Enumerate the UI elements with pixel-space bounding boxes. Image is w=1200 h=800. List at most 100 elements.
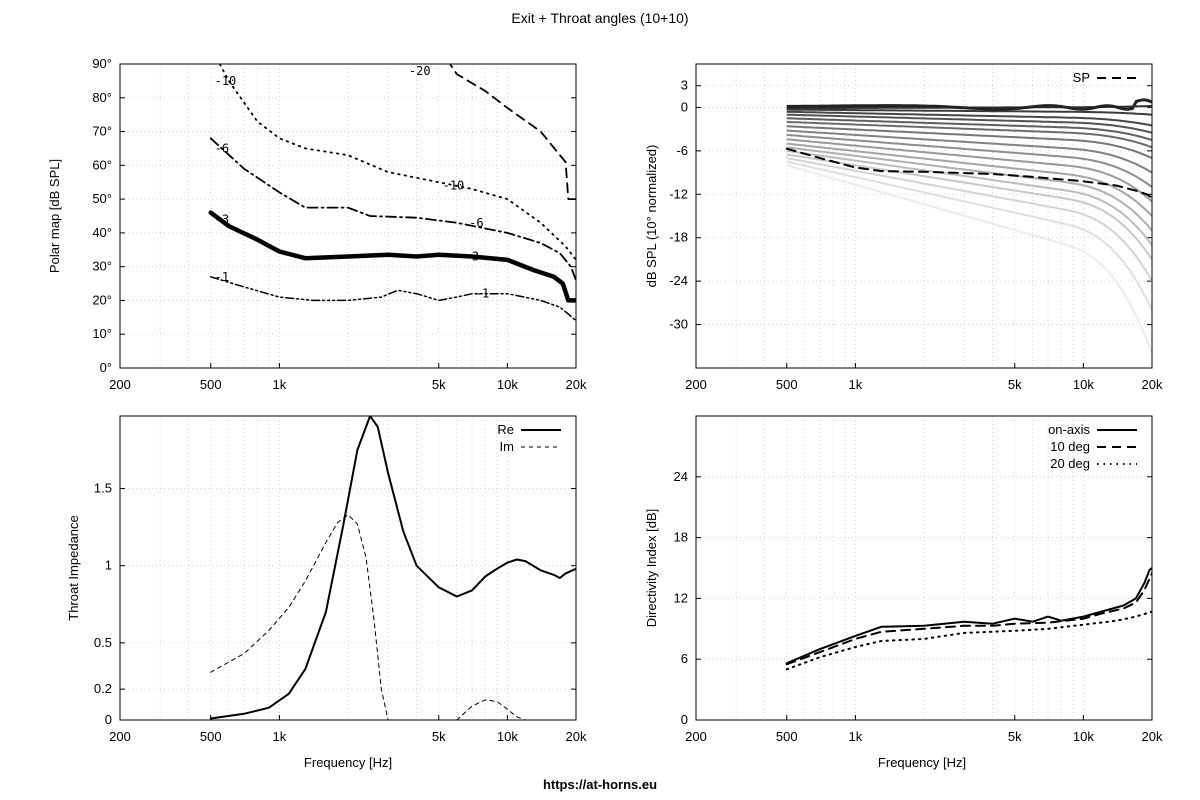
di-xtick-label: 500	[776, 729, 798, 744]
spl-xtick-label: 1k	[848, 377, 862, 392]
polar-frame	[119, 63, 577, 369]
impedance-ytick-label: 1	[105, 558, 112, 573]
impedance-legend-label: Re	[497, 422, 514, 437]
spl-series-0	[785, 147, 1152, 199]
spl-polar-curve	[786, 146, 1152, 232]
impedance-plot-area	[209, 416, 576, 720]
polar-ytick-label: 30°	[92, 259, 112, 274]
di-ytick-label: 6	[681, 651, 688, 666]
polar-ytick-label: 60°	[92, 157, 112, 172]
di-xtick-label: 1k	[848, 729, 862, 744]
spl-polar-curve	[786, 98, 1152, 111]
polar-xtick-label: 20k	[566, 377, 587, 392]
polar-ytick-label: 20°	[92, 292, 112, 307]
polar-ytick-label: 40°	[92, 225, 112, 240]
spl-polar-curve	[786, 133, 1152, 188]
impedance-ytick-label: 1.5	[94, 481, 112, 496]
impedance-ylabel: Throat Impedance	[66, 515, 81, 621]
impedance-xtick-label: 20k	[566, 729, 587, 744]
spl-polar-curve	[786, 117, 1152, 141]
spl-ytick-label: 0	[681, 99, 688, 114]
impedance-ytick-label: 0.2	[94, 681, 112, 696]
polar-xtick-label: 1k	[272, 377, 286, 392]
spl-xtick-label: 10k	[1073, 377, 1094, 392]
di-xlabel: Frequency [Hz]	[878, 755, 966, 770]
spl-polar-curve	[786, 108, 1152, 116]
polar-ytick-label: 80°	[92, 90, 112, 105]
spl-plot-area	[785, 98, 1152, 354]
spl-polar-curve	[786, 160, 1152, 311]
impedance-series-2	[456, 699, 526, 720]
polar-ylabel: Polar map [dB SPL]	[47, 159, 62, 273]
impedance-xlabel: Frequency [Hz]	[304, 755, 392, 770]
spl-polar-curve	[786, 120, 1152, 149]
di-series-0	[785, 567, 1152, 665]
spl-ytick-label: -12	[669, 186, 688, 201]
di-ytick-label: 12	[674, 590, 688, 605]
spl-panel: dB SPL (10° normalized) 3 0 -6 -12 -18 -24 -30…	[644, 63, 1163, 392]
di-xtick-label: 5k	[1008, 729, 1022, 744]
polar-ytick-label: 10°	[92, 326, 112, 341]
spl-ytick-label: 3	[681, 78, 688, 93]
polar-contour-label: -20	[409, 64, 431, 78]
di-ytick-label: 0	[681, 712, 688, 727]
polar-xtick-label: 200	[109, 377, 131, 392]
spl-legend-label: SP	[1073, 70, 1090, 85]
polar-ytick-label: 90°	[92, 56, 112, 71]
spl-polar-curve	[786, 125, 1152, 159]
di-xtick-label: 10k	[1073, 729, 1094, 744]
impedance-panel: Throat Impedance Frequency [Hz] 0 0.2 0.5 1…	[66, 415, 587, 770]
impedance-series-0	[209, 416, 576, 720]
spl-polar-curve	[786, 113, 1152, 134]
spl-ytick-label: -30	[669, 317, 688, 332]
di-legend-label: on-axis	[1048, 422, 1090, 437]
polar-series-1	[208, 210, 576, 303]
impedance-series-1	[210, 514, 389, 720]
spl-polar-curve	[786, 142, 1152, 217]
spl-ylabel: dB SPL (10° normalized)	[644, 145, 659, 288]
polar-contour-label: -10	[215, 74, 237, 88]
di-legend-label: 10 deg	[1050, 439, 1090, 454]
polar-xtick-label: 10k	[497, 377, 518, 392]
polar-contour-label: -6	[469, 216, 483, 230]
polar-contour-label: -10	[443, 179, 465, 193]
impedance-xtick-label: 5k	[432, 729, 446, 744]
spl-frame	[695, 63, 1153, 369]
spl-polar-curve	[786, 153, 1152, 260]
spl-polar-curve	[786, 138, 1152, 203]
polar-series-4	[448, 64, 576, 201]
polar-contour-label: -1	[475, 287, 489, 301]
di-ylabel: Directivity Index [dB]	[644, 509, 659, 628]
polar-ytick-label: 50°	[92, 191, 112, 206]
spl-polar-curve	[786, 110, 1152, 127]
impedance-legend-label: Im	[500, 439, 514, 454]
spl-xtick-label: 200	[685, 377, 707, 392]
impedance-ytick-label: 0.5	[94, 635, 112, 650]
di-series-2	[785, 610, 1152, 671]
impedance-xtick-label: 500	[200, 729, 222, 744]
spl-polar-curve	[786, 129, 1152, 174]
polar-series-0	[209, 276, 576, 322]
impedance-xtick-label: 200	[109, 729, 131, 744]
polar-contour-label: -3	[465, 250, 479, 264]
polar-xtick-label: 5k	[432, 377, 446, 392]
impedance-xtick-label: 10k	[497, 729, 518, 744]
di-plot-area	[785, 567, 1152, 671]
polar-contour-label: -6	[215, 141, 229, 155]
spl-ytick-label: -18	[669, 230, 688, 245]
di-xtick-label: 20k	[1142, 729, 1163, 744]
spl-polar-curve	[786, 149, 1152, 246]
polar-series-3	[218, 64, 576, 261]
di-series-1	[785, 572, 1152, 666]
spl-polar-curve	[786, 157, 1152, 282]
spl-polar-curve	[786, 164, 1152, 354]
di-frame	[695, 415, 1153, 721]
spl-xtick-label: 5k	[1008, 377, 1022, 392]
impedance-frame	[119, 415, 577, 721]
polar-contour-label: -1	[215, 270, 229, 284]
di-xtick-label: 200	[685, 729, 707, 744]
polar-plot-area: -1 -3 -6 -10 -20 -3 -6 -10 -1	[208, 64, 576, 322]
di-ytick-label: 24	[674, 469, 688, 484]
footer-url: https://at-horns.eu	[543, 777, 657, 792]
